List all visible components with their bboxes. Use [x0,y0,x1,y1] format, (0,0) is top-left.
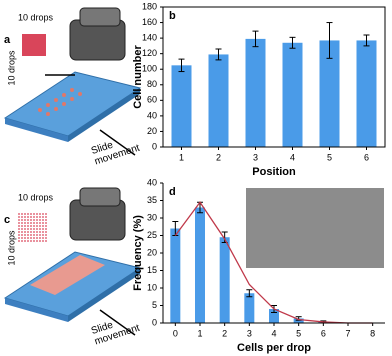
x-tick-label: 1 [179,152,184,162]
x-tick-label: 8 [370,328,375,338]
x-axis-label: Cells per drop [237,342,311,354]
bar [245,38,266,148]
y-tick-label: 10 [147,282,157,292]
y-tick-label: 35 [147,195,157,205]
panel-label: c [4,214,10,226]
panel-label: d [169,186,176,198]
y-tick-label: 0 [152,317,157,327]
panel-label: b [169,10,176,22]
y-tick-label: 15 [147,265,157,275]
y-tick-label: 0 [152,141,157,151]
y-axis-label: Frequency (%) [132,215,144,291]
bar [319,40,340,147]
bar [244,293,255,323]
y-tick-label: 40 [147,177,157,187]
x-tick-label: 2 [222,328,227,338]
x-tick-label: 5 [327,152,332,162]
y-tick-label: 160 [142,17,157,27]
slide-illustration [3,7,142,156]
y-axis-label: Cell number [132,45,144,109]
x-axis-label: Position [252,166,296,178]
y-tick-label: 25 [147,230,157,240]
bar [171,65,192,147]
bar [208,54,229,147]
y-tick-label: 60 [147,95,157,105]
bar [219,237,230,323]
x-tick-label: 3 [253,152,258,162]
y-tick-label: 80 [147,79,157,89]
drops-label: 10 drops [6,230,16,266]
y-tick-label: 140 [142,32,157,42]
panel-label: a [4,34,11,46]
x-tick-label: 4 [290,152,295,162]
y-tick-label: 20 [147,126,157,136]
y-tick-label: 30 [147,212,157,222]
bar [293,318,304,323]
slide-illustration [3,187,142,336]
x-tick-label: 4 [271,328,276,338]
drops-label: 10 drops [18,12,54,22]
drops-label: 10 drops [6,50,16,86]
y-tick-label: 100 [142,64,157,74]
drops-label: 10 drops [18,192,54,202]
y-tick-label: 120 [142,48,157,58]
inset-image [246,188,384,268]
x-tick-label: 2 [216,152,221,162]
y-tick-label: 5 [152,300,157,310]
x-tick-label: 3 [247,328,252,338]
y-tick-label: 40 [147,110,157,120]
bar [356,40,377,147]
x-tick-label: 6 [364,152,369,162]
y-tick-label: 20 [147,247,157,257]
x-tick-label: 5 [296,328,301,338]
bar [195,207,205,323]
bar [170,228,181,323]
x-tick-label: 6 [321,328,326,338]
x-tick-label: 7 [345,328,350,338]
plot-frame [162,6,386,148]
x-tick-label: 1 [197,328,202,338]
x-tick-label: 0 [173,328,178,338]
y-tick-label: 180 [142,1,157,11]
bar [282,42,303,147]
bar [269,309,279,323]
